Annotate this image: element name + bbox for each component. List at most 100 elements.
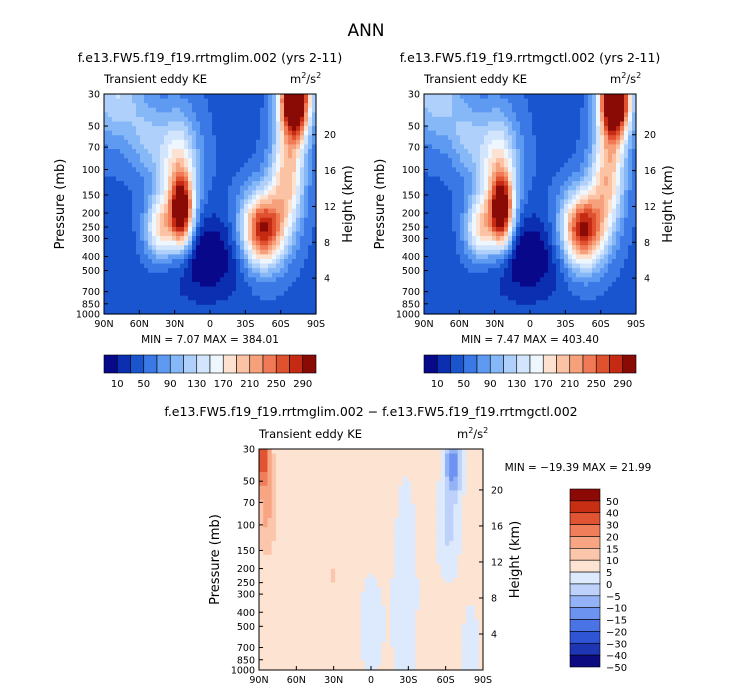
field-cell [436, 190, 441, 196]
field-cell [144, 112, 149, 118]
field-cell [300, 259, 305, 265]
field-cell [188, 286, 193, 292]
field-cell [608, 181, 613, 187]
field-cell [580, 190, 585, 196]
field-cell [152, 181, 157, 187]
field-cell [224, 249, 229, 256]
field-cell [556, 217, 561, 223]
field-cell [628, 204, 633, 210]
field-cell [308, 107, 313, 113]
field-cell [280, 190, 285, 196]
field-cell [572, 94, 577, 100]
field-cell [452, 208, 457, 214]
field-cell [576, 249, 581, 256]
field-cell [620, 107, 625, 113]
field-cell [120, 103, 125, 109]
field-cell [252, 263, 257, 269]
field-cell [304, 277, 309, 283]
field-cell [524, 162, 529, 168]
field-cell [136, 135, 141, 141]
field-cell [192, 309, 197, 315]
field-cell [272, 149, 277, 155]
field-cell [152, 300, 157, 306]
field-cell [284, 245, 289, 251]
field-cell [240, 249, 245, 256]
field-cell [460, 194, 465, 201]
field-cell [620, 144, 625, 150]
field-cell [440, 194, 445, 201]
field-cell [120, 153, 125, 159]
field-cell [544, 208, 549, 214]
field-cell [548, 144, 553, 150]
field-cell [596, 139, 601, 146]
field-cell [188, 245, 193, 251]
field-cell [280, 98, 285, 104]
field-cell [120, 135, 125, 141]
field-cell [464, 249, 469, 256]
field-cell [512, 295, 517, 301]
field-cell [260, 107, 265, 113]
field-cell [108, 185, 113, 191]
field-cell [536, 295, 541, 301]
field-cell [216, 153, 221, 159]
field-cell [460, 116, 465, 123]
field-cell [304, 135, 309, 141]
field-cell [524, 176, 529, 182]
field-cell [524, 249, 529, 256]
field-cell [204, 176, 209, 182]
field-cell [468, 199, 473, 205]
field-cell [204, 162, 209, 168]
field-cell [228, 167, 233, 173]
field-cell [200, 153, 205, 159]
field-cell [276, 245, 281, 251]
field-cell [144, 185, 149, 191]
field-cell [204, 94, 209, 100]
field-cell [424, 171, 429, 178]
field-cell [120, 231, 125, 237]
field-cell [124, 263, 129, 269]
field-cell [468, 217, 473, 223]
field-cell [164, 139, 169, 146]
field-cell [160, 94, 165, 100]
field-cell [480, 222, 485, 228]
field-cell [308, 309, 313, 315]
field-cell [596, 167, 601, 173]
field-cell [288, 130, 293, 136]
field-cell [256, 107, 261, 113]
field-cell [576, 259, 581, 265]
field-cell [516, 126, 521, 132]
field-cell [260, 304, 265, 311]
field-cell [312, 199, 317, 205]
field-cell [212, 291, 217, 297]
field-cell [520, 176, 525, 182]
field-cell [132, 98, 137, 104]
field-cell [528, 245, 533, 251]
field-cell [440, 222, 445, 228]
field-cell [568, 103, 573, 109]
field-cell [548, 185, 553, 191]
field-cell [600, 116, 605, 123]
field-cell [476, 204, 481, 210]
field-cell [192, 98, 197, 104]
field-cell [296, 300, 301, 306]
field-cell [572, 286, 577, 292]
field-cell [432, 286, 437, 292]
field-cell [280, 236, 285, 242]
field-cell [452, 112, 457, 118]
field-cell [556, 226, 561, 233]
field-cell [488, 259, 493, 265]
field-cell [576, 254, 581, 260]
field-cell [576, 112, 581, 118]
field-cell [228, 94, 233, 100]
field-cell [240, 153, 245, 159]
field-cell [536, 139, 541, 146]
field-cell [260, 176, 265, 182]
field-cell [144, 103, 149, 109]
field-cell [200, 236, 205, 242]
field-cell [508, 208, 513, 214]
field-cell [588, 167, 593, 173]
field-cell [168, 190, 173, 196]
field-cell [168, 204, 173, 210]
field-cell [536, 167, 541, 173]
field-cell [112, 300, 117, 306]
